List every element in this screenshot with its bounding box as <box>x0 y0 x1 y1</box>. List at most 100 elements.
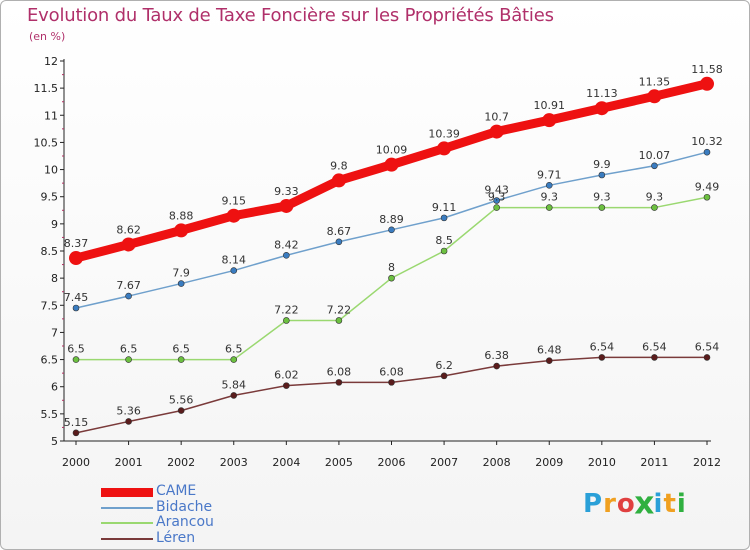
chart-title: Evolution du Taux de Taxe Foncière sur l… <box>27 5 554 26</box>
data-label: 9.3 <box>646 191 664 204</box>
data-point <box>230 392 238 399</box>
data-point <box>331 173 346 188</box>
data-point <box>279 198 294 213</box>
data-point <box>545 204 553 211</box>
data-label: 7.22 <box>274 303 299 316</box>
x-tick-label: 2004 <box>272 456 300 469</box>
x-tick-label: 2007 <box>430 456 458 469</box>
x-tick-label: 2000 <box>62 456 90 469</box>
data-label: 8.37 <box>64 237 89 250</box>
data-point <box>440 372 448 380</box>
data-point <box>703 354 711 361</box>
data-point <box>335 317 343 324</box>
legend-item-bidache: Bidache <box>101 498 301 516</box>
data-point <box>121 237 136 252</box>
data-point <box>493 197 500 204</box>
x-tick-label: 2006 <box>378 456 406 469</box>
y-tick-label: 7 <box>51 326 58 339</box>
proxiti-logo: Proxiti <box>583 486 687 522</box>
data-point <box>125 418 132 425</box>
data-label: 9.11 <box>432 201 457 214</box>
data-label: 7.22 <box>327 303 352 316</box>
data-point <box>598 171 606 179</box>
data-point <box>703 148 711 156</box>
data-point <box>594 101 609 116</box>
data-point <box>283 317 290 324</box>
data-point <box>651 354 658 361</box>
data-label: 8.89 <box>379 213 404 226</box>
data-label: 6.54 <box>590 340 615 353</box>
y-tick-label: 12 <box>44 55 58 68</box>
data-label: 9.9 <box>593 158 611 171</box>
data-label: 9.15 <box>222 195 247 208</box>
data-point <box>72 356 80 363</box>
data-label: 5.36 <box>116 404 141 417</box>
data-label: 7.67 <box>116 279 141 292</box>
data-point <box>545 182 553 189</box>
y-tick-label: 8.5 <box>41 245 59 258</box>
data-point <box>72 429 80 437</box>
data-point <box>177 280 185 287</box>
data-point <box>703 193 711 201</box>
data-label: 5.56 <box>169 394 194 407</box>
x-tick-label: 2005 <box>325 456 353 469</box>
y-tick-label: 11.5 <box>34 82 59 95</box>
data-point <box>335 379 343 386</box>
data-point <box>177 356 185 363</box>
data-point <box>230 267 238 274</box>
legend-label: CAME <box>156 483 197 499</box>
data-label: 5.15 <box>64 416 89 429</box>
data-label: 8.88 <box>169 209 194 222</box>
data-label: 10.91 <box>534 99 566 112</box>
data-label: 9.3 <box>541 191 559 204</box>
x-tick-label: 2009 <box>535 456 563 469</box>
data-label: 6.2 <box>435 359 453 372</box>
data-label: 9.33 <box>274 185 299 198</box>
data-label: 11.35 <box>639 75 671 88</box>
data-point <box>598 354 606 361</box>
data-point <box>440 247 448 255</box>
data-label: 11.13 <box>586 87 618 100</box>
data-label: 6.5 <box>225 343 243 356</box>
x-tick-label: 2008 <box>483 456 511 469</box>
data-point <box>440 214 448 222</box>
x-tick-label: 2003 <box>220 456 248 469</box>
x-tick-label: 2011 <box>640 456 668 469</box>
legend-swatch <box>101 506 153 509</box>
data-label: 6.5 <box>67 343 85 356</box>
data-point <box>388 226 395 234</box>
data-label: 6.08 <box>379 365 404 378</box>
data-point <box>651 204 658 211</box>
data-point <box>651 162 658 170</box>
data-label: 9.3 <box>488 191 506 204</box>
data-point <box>598 204 606 211</box>
data-label: 6.02 <box>274 369 299 382</box>
data-point <box>388 274 395 282</box>
data-point <box>69 251 83 266</box>
data-label: 11.58 <box>691 63 723 76</box>
y-tick-label: 10.5 <box>34 136 59 149</box>
data-label: 8.5 <box>435 234 453 247</box>
data-label: 6.48 <box>537 344 562 357</box>
data-point <box>493 204 500 211</box>
y-axis-unit-label: (en %) <box>29 30 66 43</box>
legend-item-arancou: Arancou <box>101 515 301 531</box>
data-point <box>437 141 452 156</box>
legend-label: Bidache <box>156 498 213 515</box>
data-label: 9.49 <box>695 180 720 193</box>
data-point <box>489 124 504 139</box>
x-tick-label: 2001 <box>115 456 143 469</box>
data-point <box>283 382 290 389</box>
data-label: 10.07 <box>639 149 671 162</box>
data-point <box>388 379 395 386</box>
legend-item-came: CAME <box>101 484 301 500</box>
y-tick-label: 9.5 <box>41 191 59 204</box>
data-point <box>177 407 185 414</box>
data-label: 8.42 <box>274 238 299 251</box>
data-label: 6.54 <box>642 340 667 353</box>
data-label: 6.38 <box>484 349 509 362</box>
legend-label: Léren <box>156 529 196 546</box>
data-point <box>226 208 241 223</box>
data-point <box>335 238 343 246</box>
